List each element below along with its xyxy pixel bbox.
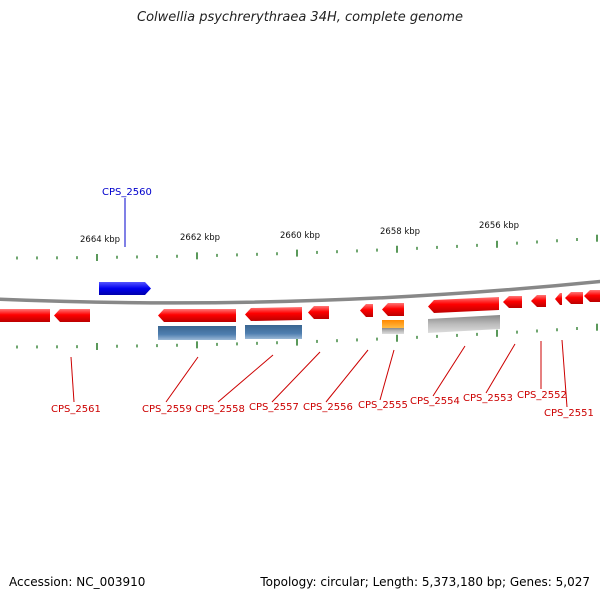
label-cps-2551[interactable]: CPS_2551 bbox=[544, 408, 594, 419]
gene-cps-2556[interactable] bbox=[360, 304, 373, 317]
label-cps-2560[interactable]: CPS_2560 bbox=[102, 187, 152, 198]
accession-text: Accession: NC_003910 bbox=[9, 575, 146, 589]
label-cps-2555[interactable]: CPS_2555 bbox=[358, 400, 408, 411]
gene-cps-2558[interactable] bbox=[245, 307, 302, 321]
leader-cps-2555 bbox=[379, 349, 395, 401]
gene-cps-2561-left[interactable] bbox=[0, 309, 50, 322]
leader-cps-2553 bbox=[485, 343, 516, 394]
genome-info-text: Topology: circular; Length: 5,373,180 bp… bbox=[260, 575, 590, 589]
scale-label-2660: 2660 kbp bbox=[280, 231, 320, 241]
leader-cps-2558 bbox=[217, 354, 274, 403]
gene-cps-2552[interactable] bbox=[531, 295, 546, 307]
leader-cps-2561 bbox=[70, 356, 75, 403]
feature-bar-cps-2555-gray[interactable] bbox=[382, 328, 404, 334]
scale-label-2656: 2656 kbp bbox=[479, 221, 519, 231]
leader-cps-2559 bbox=[165, 356, 199, 403]
genome-backbone bbox=[0, 279, 600, 305]
gene-cps-2553[interactable] bbox=[503, 296, 522, 308]
scale-label-2662: 2662 kbp bbox=[180, 233, 220, 243]
bottom-scale-ticks bbox=[16, 323, 598, 350]
map-title: Colwellia psychrerythraea 34H, complete … bbox=[137, 10, 463, 25]
top-scale-ticks bbox=[16, 234, 598, 261]
label-cps-2558[interactable]: CPS_2558 bbox=[195, 404, 245, 415]
label-cps-2553[interactable]: CPS_2553 bbox=[463, 393, 513, 404]
leader-cps-2551 bbox=[561, 339, 568, 408]
gene-cps-2560[interactable] bbox=[99, 282, 151, 295]
feature-bar-cps-2555-orange[interactable] bbox=[382, 320, 404, 328]
label-cps-2561[interactable]: CPS_2561 bbox=[51, 404, 101, 415]
gene-cps-2559[interactable] bbox=[158, 309, 236, 322]
label-cps-2557[interactable]: CPS_2557 bbox=[249, 402, 299, 413]
label-cps-2552[interactable]: CPS_2552 bbox=[517, 390, 567, 401]
label-cps-2559[interactable]: CPS_2559 bbox=[142, 404, 192, 415]
label-cps-2554[interactable]: CPS_2554 bbox=[410, 396, 460, 407]
leader-cps-2557 bbox=[271, 351, 321, 403]
label-cps-2556[interactable]: CPS_2556 bbox=[303, 402, 353, 413]
feature-bar-cps-2554[interactable] bbox=[428, 315, 500, 333]
leader-cps-2556 bbox=[325, 349, 369, 403]
gene-cps-2554[interactable] bbox=[428, 297, 499, 313]
feature-bar-cps-2558[interactable] bbox=[245, 325, 302, 339]
gene-cps-2557[interactable] bbox=[308, 306, 329, 319]
scale-label-2664: 2664 kbp bbox=[80, 235, 120, 245]
scale-label-2658: 2658 kbp bbox=[380, 227, 420, 237]
gene-cps-2549[interactable] bbox=[584, 290, 600, 302]
gene-cps-2551[interactable] bbox=[555, 293, 562, 305]
feature-bar-cps-2559[interactable] bbox=[158, 326, 236, 340]
gene-cps-2550[interactable] bbox=[565, 292, 583, 304]
gene-cps-2555[interactable] bbox=[382, 303, 404, 316]
gene-cps-2561[interactable] bbox=[54, 309, 90, 322]
leader-cps-2554 bbox=[432, 345, 466, 397]
